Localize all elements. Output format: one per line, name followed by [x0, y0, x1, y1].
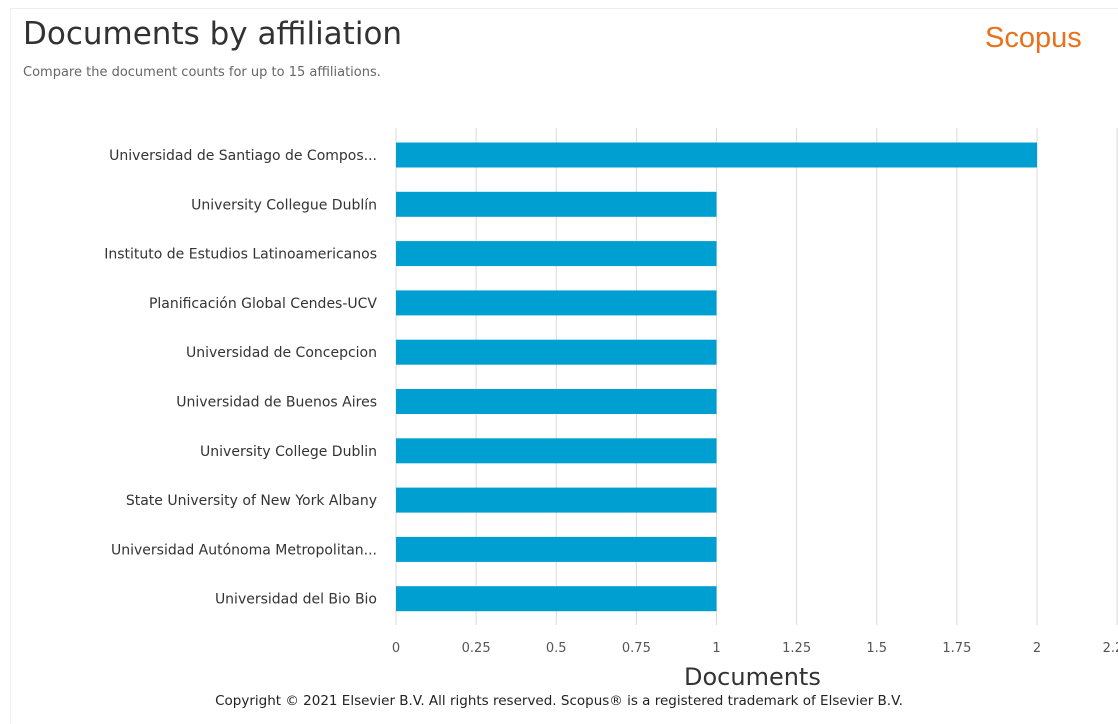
bar[interactable] [396, 191, 717, 217]
x-tick-label: 0 [392, 641, 400, 656]
copyright-notice: Copyright © 2021 Elsevier B.V. All right… [215, 693, 903, 709]
x-tick-label: 0.75 [622, 641, 651, 656]
category-label: Instituto de Estudios Latinoamericanos [104, 247, 377, 263]
bar[interactable] [396, 241, 717, 267]
category-label: Universidad del Bio Bio [215, 592, 377, 608]
category-label: Universidad de Buenos Aires [176, 395, 377, 411]
page-subtitle: Compare the document counts for up to 15… [23, 65, 381, 80]
bar[interactable] [396, 290, 717, 316]
category-label: Planificación Global Cendes-UCV [149, 296, 377, 312]
bar[interactable] [396, 438, 717, 464]
x-tick-label: 0.5 [546, 641, 567, 656]
category-label: University Collegue Dublín [191, 197, 377, 213]
x-tick-label: 1.5 [866, 641, 887, 656]
x-tick-label: 2 [1033, 641, 1041, 656]
x-tick-label: 1.75 [942, 641, 971, 656]
x-tick-label: 0.25 [462, 641, 491, 656]
x-tick-label: 2.25 [1103, 641, 1118, 656]
x-axis-title: Documents [684, 663, 821, 691]
bar[interactable] [396, 586, 717, 612]
bar[interactable] [396, 339, 717, 365]
page-title: Documents by affiliation [23, 16, 403, 52]
category-labels: Universidad de Santiago de Compos... Univ… [104, 148, 377, 608]
bars [396, 142, 1037, 612]
category-label: Universidad de Santiago de Compos... [109, 148, 377, 164]
category-label: Universidad Autónoma Metropolitan... [111, 542, 377, 558]
x-tick-label: 1 [712, 641, 720, 656]
category-label: State University of New York Albany [126, 493, 377, 509]
chart-frame [10, 8, 1118, 724]
x-tick-labels: 0 0.25 0.5 0.75 1 1.25 1.5 1.75 2 2.25 [392, 641, 1118, 656]
category-label: Universidad de Concepcion [186, 345, 377, 361]
bar[interactable] [396, 389, 717, 414]
bar[interactable] [396, 536, 717, 562]
category-label: University College Dublin [200, 444, 377, 460]
x-tick-label: 1.25 [782, 641, 811, 656]
bar[interactable] [396, 487, 717, 513]
scopus-logo[interactable]: Scopus [985, 22, 1082, 54]
bar[interactable] [396, 142, 1037, 168]
